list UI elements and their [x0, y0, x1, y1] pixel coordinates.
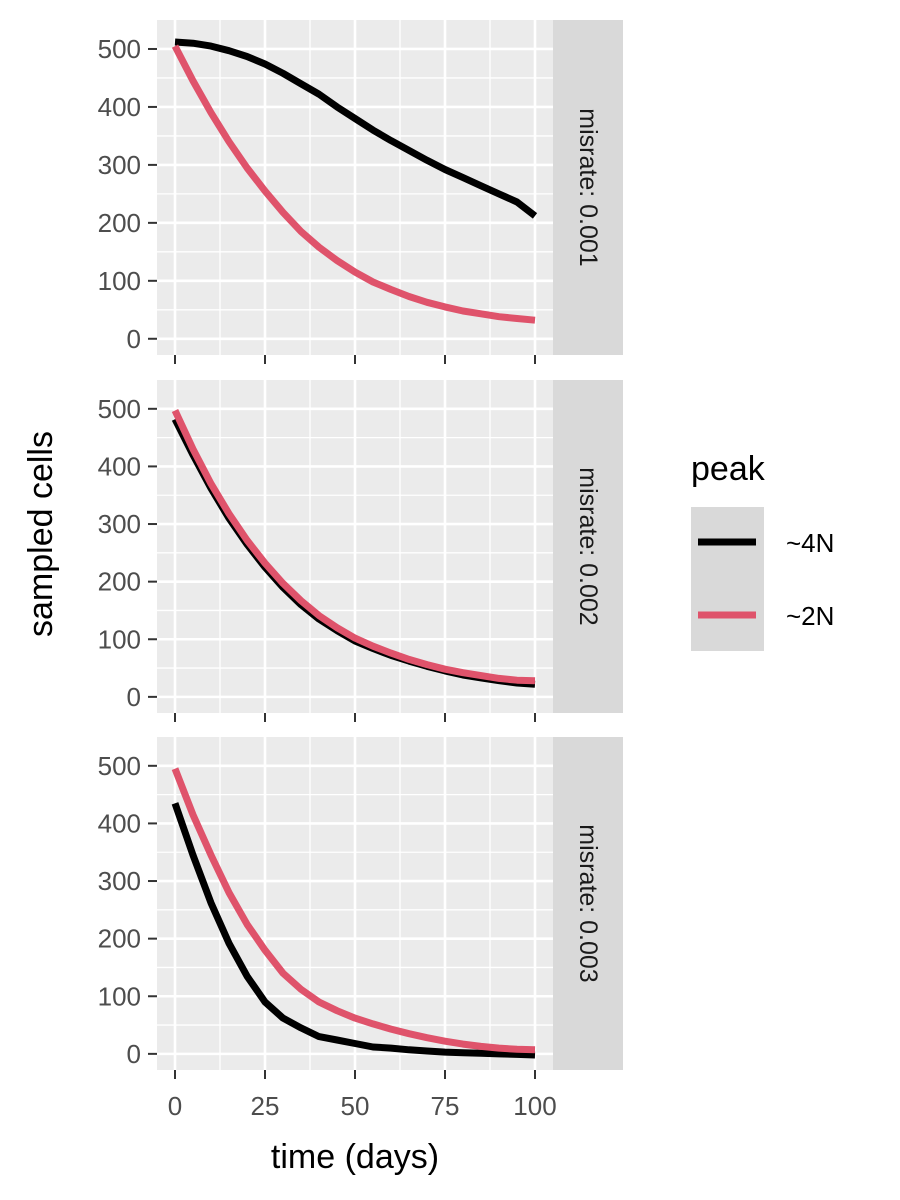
- y-tick-label: 100: [98, 266, 141, 296]
- facet-strip-label: misrate: 0.001: [574, 108, 602, 266]
- y-tick-label: 0: [127, 324, 141, 354]
- y-tick-label: 400: [98, 808, 141, 838]
- legend-label: ~2N: [786, 601, 834, 631]
- legend-title: peak: [691, 450, 766, 488]
- y-tick-label: 500: [98, 394, 141, 424]
- y-tick-label: 200: [98, 924, 141, 954]
- y-axis-title: sampled cells: [22, 431, 60, 637]
- series-line-2n: [171, 409, 536, 685]
- legend-key-background: [691, 507, 764, 651]
- series-line-4n: [174, 38, 538, 219]
- y-tick-label: 100: [98, 981, 141, 1011]
- y-tick-label: 200: [98, 208, 141, 238]
- y-tick-label: 300: [98, 866, 141, 896]
- facet-strip-label: misrate: 0.002: [574, 467, 602, 625]
- panel: 0 100 200 300 400 500 misrate: 0.003: [98, 737, 623, 1079]
- panel: 0 100 200 300 400 500 misrate: 0.001: [98, 20, 623, 364]
- y-tick-label: 0: [127, 682, 141, 712]
- x-tick-label: 100: [513, 1091, 556, 1121]
- y-tick-label: 0: [127, 1039, 141, 1069]
- x-axis: 0 25 50 75 100: [168, 1091, 557, 1121]
- y-tick-label: 400: [98, 451, 141, 481]
- x-axis-title: time (days): [271, 1138, 439, 1176]
- y-tick-label: 300: [98, 150, 141, 180]
- facet-strip: [553, 737, 623, 1070]
- y-tick-label: 100: [98, 624, 141, 654]
- x-tick-label: 0: [168, 1091, 182, 1121]
- y-tick-label: 200: [98, 567, 141, 597]
- y-tick-label: 300: [98, 509, 141, 539]
- y-tick-label: 500: [98, 34, 141, 64]
- facet-strip-label: misrate: 0.003: [574, 824, 602, 982]
- panels: 0 100 200 300 400 500 misrate: 0.001 0 100 200 300…: [98, 20, 623, 1079]
- facet-strip: [553, 380, 623, 713]
- series-line-2n: [171, 44, 536, 324]
- legend-label: ~4N: [786, 528, 834, 558]
- panel: 0 100 200 300 400 500 misrate: 0.002: [98, 380, 623, 722]
- series-line-4n: [171, 802, 536, 1059]
- x-tick-label: 50: [341, 1091, 370, 1121]
- facet-strip: [553, 20, 623, 355]
- legend: peak ~4N ~2N: [691, 450, 834, 651]
- y-tick-label: 400: [98, 92, 141, 122]
- y-tick-label: 500: [98, 751, 141, 781]
- x-tick-label: 75: [431, 1091, 460, 1121]
- x-tick-label: 25: [251, 1091, 280, 1121]
- series-line-2n: [171, 767, 536, 1054]
